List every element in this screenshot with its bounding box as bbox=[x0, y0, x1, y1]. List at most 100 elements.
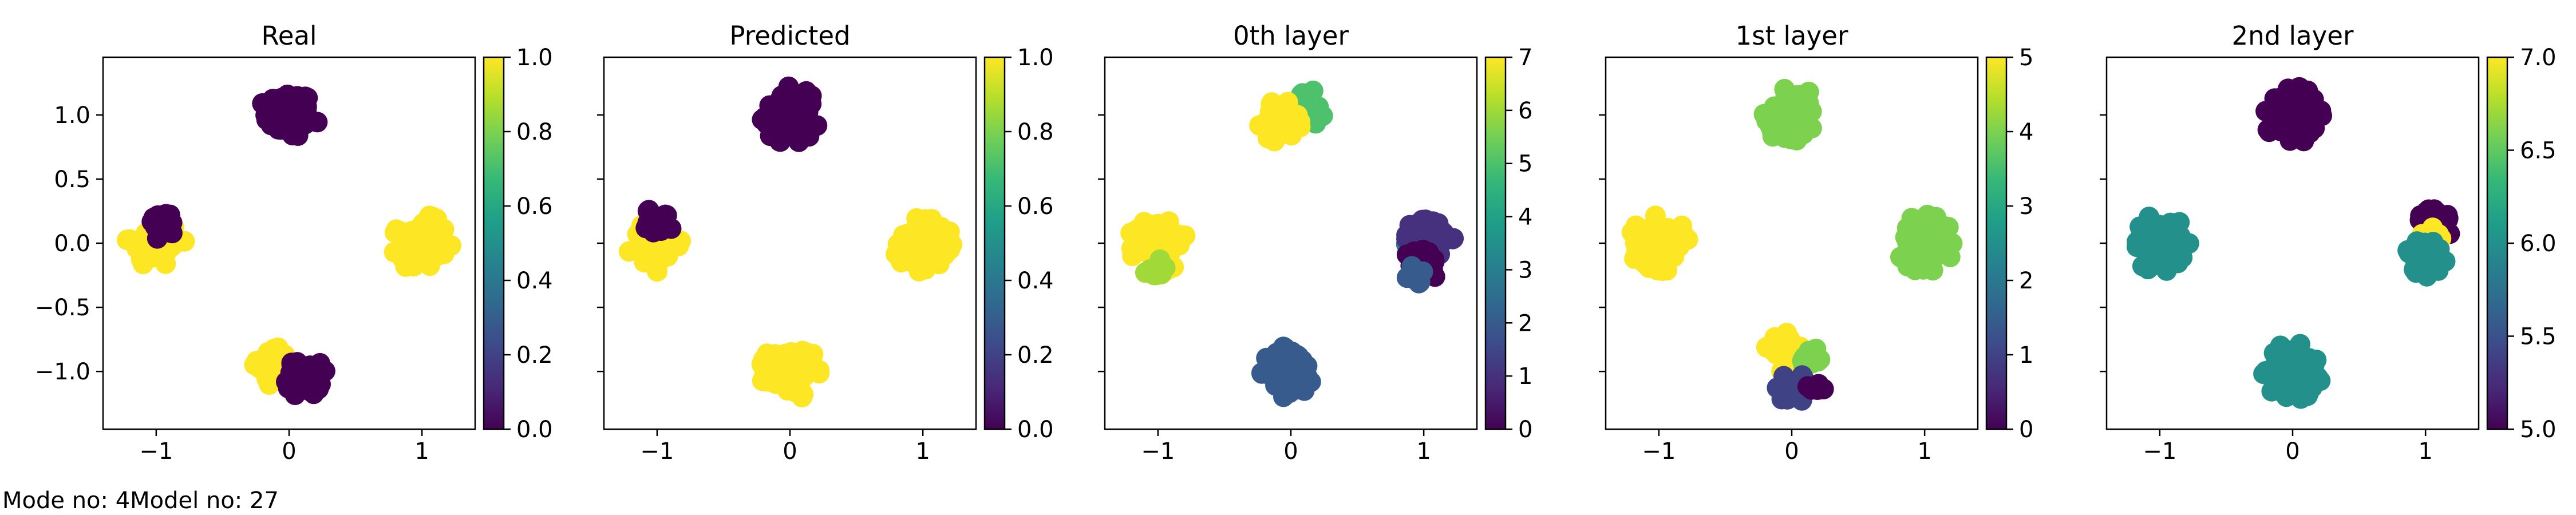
colorbar-tick-label: 5.5 bbox=[2520, 324, 2557, 350]
x-tick-label: −1 bbox=[139, 438, 173, 465]
scatter-point bbox=[2415, 255, 2436, 276]
x-tick-label: −1 bbox=[640, 438, 674, 465]
colorbar-tick-label: 4 bbox=[1518, 204, 1532, 231]
scatter-point bbox=[2263, 109, 2284, 130]
model-number-label: Model no: 27 bbox=[130, 488, 279, 514]
scatter-points bbox=[1621, 78, 1963, 411]
scatter-point bbox=[787, 350, 808, 371]
scatter-point bbox=[2304, 367, 2325, 389]
panel-title: 1st layer bbox=[1736, 21, 1848, 51]
colorbar-tick-label: 5.0 bbox=[2520, 417, 2557, 443]
x-tick-label: 1 bbox=[1917, 438, 1931, 465]
x-tick-label: 0 bbox=[282, 438, 296, 465]
colorbar-tick-label: 0.6 bbox=[1017, 193, 1054, 220]
scatter-points bbox=[2126, 77, 2460, 409]
x-tick-label: 0 bbox=[1283, 438, 1298, 465]
colorbar-tick-label: 0.6 bbox=[516, 193, 553, 220]
colorbar-tick-label: 0.4 bbox=[516, 268, 553, 294]
colorbar-tick-label: 2 bbox=[2019, 268, 2033, 294]
x-tick-label: 0 bbox=[783, 438, 797, 465]
x-tick-label: 1 bbox=[414, 438, 429, 465]
scatter-point bbox=[2158, 241, 2179, 262]
scatter-point bbox=[756, 371, 777, 392]
panel-title: Real bbox=[261, 21, 317, 51]
x-tick-label: 1 bbox=[915, 438, 930, 465]
scatter-point bbox=[302, 367, 323, 389]
y-tick-label: 0.5 bbox=[54, 167, 90, 193]
scatter-point bbox=[408, 230, 429, 251]
scatter-point bbox=[1128, 238, 1149, 259]
scatter-point bbox=[1788, 94, 1809, 116]
scatter-point bbox=[2271, 86, 2293, 108]
scatter-point bbox=[2282, 373, 2303, 394]
scatter-point bbox=[253, 360, 274, 382]
scatter-point bbox=[1774, 372, 1795, 393]
colorbar-tick-label: 5 bbox=[1518, 151, 1532, 177]
colorbar-tick-label: 6.0 bbox=[2520, 231, 2557, 257]
panel-2: Predicted −1 0 1 0.0 0.2 0.4 0.6 0.8 1.0 bbox=[597, 21, 1054, 465]
scatter-point bbox=[2424, 199, 2445, 220]
scatter-point bbox=[908, 215, 929, 236]
x-tick-label: −1 bbox=[1141, 438, 1175, 465]
colorbar-tick-label: 1.0 bbox=[516, 45, 553, 71]
colorbar-tick-label: 6 bbox=[1518, 98, 1532, 124]
panel-title: 2nd layer bbox=[2232, 21, 2354, 51]
scatter-point bbox=[2263, 343, 2285, 363]
scatter-point bbox=[1927, 212, 1948, 233]
y-tick-label: −1.0 bbox=[35, 359, 90, 385]
scatter-point bbox=[801, 93, 822, 114]
x-tick-label: 1 bbox=[1416, 438, 1431, 465]
colorbar-tick-label: 0.8 bbox=[516, 119, 553, 145]
scatter-point bbox=[1286, 371, 1306, 392]
colorbar bbox=[2486, 56, 2508, 430]
colorbar-tick-label: 0.0 bbox=[516, 417, 553, 443]
colorbar-tick-label: 5 bbox=[2019, 45, 2033, 71]
colorbar-tick-label: 0.4 bbox=[1017, 268, 1054, 294]
panel-1: Real −1 0 1 −1.0 −0.5 0.0 0.5 1.0 0.0 0.2 0.4 0.6 0.8… bbox=[35, 21, 553, 465]
colorbar-tick-label: 3 bbox=[1518, 257, 1532, 283]
colorbar-tick-label: 1 bbox=[1518, 363, 1532, 390]
scatter-points bbox=[1120, 80, 1464, 407]
colorbar-tick-label: 0.8 bbox=[1017, 119, 1054, 145]
scatter-point bbox=[1273, 386, 1294, 407]
scatter-point bbox=[2289, 102, 2310, 123]
colorbar-tick-label: 0.0 bbox=[1017, 417, 1054, 443]
scatter-point bbox=[1796, 346, 1817, 367]
panel-4: 1st layer −1 0 1 0 1 2 3 4 5 bbox=[1599, 21, 2033, 465]
scatter-point bbox=[1660, 244, 1681, 266]
scatter-point bbox=[908, 260, 930, 282]
scatter-point bbox=[939, 239, 961, 260]
panel-3: 0th layer −1 0 1 0 1 2 3 4 5 6 7 bbox=[1098, 21, 1532, 465]
scatter-point bbox=[1642, 247, 1664, 268]
scatter-point bbox=[1793, 124, 1814, 145]
colorbar-tick-label: 0 bbox=[2019, 417, 2033, 443]
y-tick-label: −0.5 bbox=[35, 295, 90, 321]
scatter-point bbox=[1267, 345, 1288, 366]
mode-number-label: Mode no: 4 bbox=[2, 488, 131, 514]
panel-5: 2nd layer −1 0 1 5.0 5.5 6.0 6.5 7.0 bbox=[2100, 21, 2557, 465]
panel-title: Predicted bbox=[729, 21, 850, 51]
colorbar-tick-label: 3 bbox=[2019, 193, 2033, 220]
x-tick-label: −1 bbox=[2143, 438, 2176, 465]
colorbar-tick-label: 0.2 bbox=[1017, 342, 1054, 369]
scatter-point bbox=[769, 131, 791, 152]
scatter-point bbox=[1905, 227, 1926, 248]
y-tick-label: 1.0 bbox=[54, 102, 90, 129]
panel-title: 0th layer bbox=[1233, 21, 1349, 51]
x-tick-label: 1 bbox=[2418, 438, 2432, 465]
scatter-point bbox=[1938, 235, 1959, 256]
scatter-point bbox=[1403, 262, 1424, 283]
colorbar-tick-label: 0 bbox=[1518, 417, 1532, 443]
scatter-point bbox=[275, 114, 296, 136]
colorbar-tick-label: 4 bbox=[2019, 119, 2033, 145]
scatter-point bbox=[153, 218, 175, 239]
scatter-point bbox=[2397, 240, 2419, 261]
scatter-point bbox=[2297, 80, 2318, 101]
scatter-point bbox=[2424, 236, 2445, 258]
scatter-point bbox=[648, 238, 669, 259]
colorbar-tick-label: 7 bbox=[1518, 45, 1532, 71]
colorbar-tick-label: 6.5 bbox=[2520, 138, 2557, 164]
scatter-point bbox=[1807, 374, 1828, 395]
scatter-point bbox=[2140, 256, 2162, 277]
